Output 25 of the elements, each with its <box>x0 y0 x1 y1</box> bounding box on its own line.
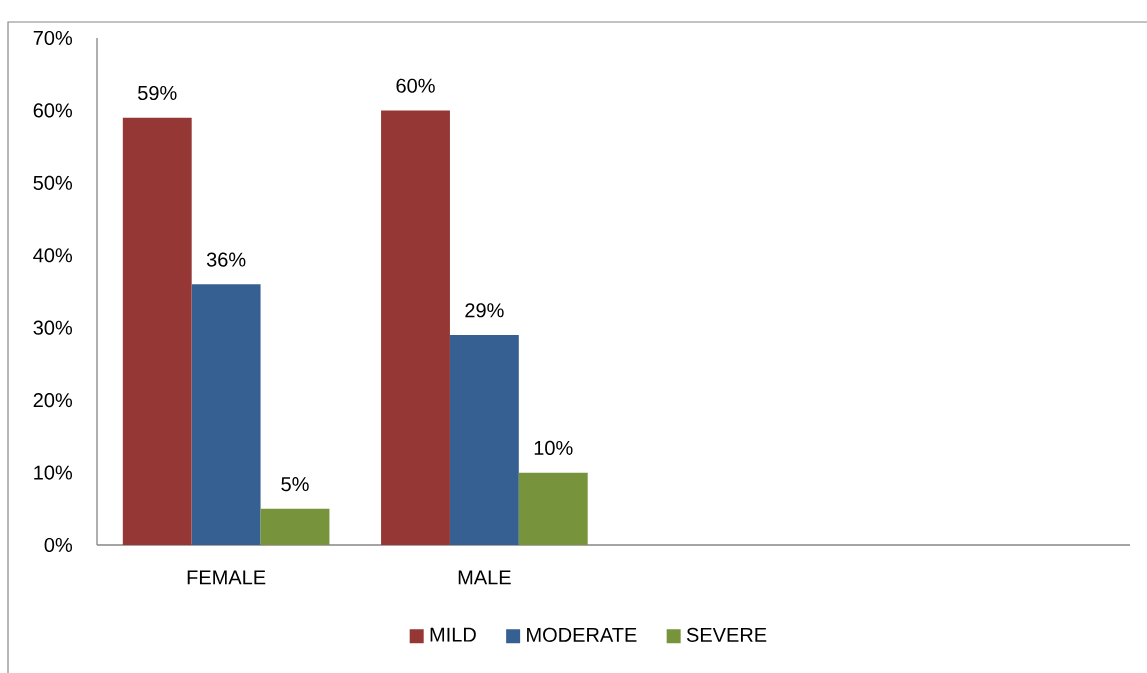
y-tick-label: 70% <box>33 30 73 46</box>
y-tick-label: 50% <box>33 175 73 190</box>
y-tick-label: 60% <box>33 103 73 118</box>
y-tick-label: 0% <box>44 537 73 553</box>
legend-label: MODERATE <box>527 627 637 642</box>
data-label: 10% <box>534 440 573 455</box>
bar <box>122 117 192 545</box>
y-tick-label: 30% <box>33 320 73 335</box>
data-label: 5% <box>281 477 309 492</box>
bar <box>518 472 588 545</box>
bar <box>260 508 330 545</box>
bar <box>381 110 450 545</box>
data-label: 59% <box>138 85 177 101</box>
legend-label: MILD <box>430 627 476 642</box>
y-tick-label: 40% <box>33 248 73 263</box>
data-label: 36% <box>206 252 246 267</box>
data-label: 60% <box>396 78 435 93</box>
x-tick-label: FEMALE <box>187 570 266 585</box>
y-tick-label: 20% <box>33 393 73 408</box>
legend-label: SEVERE <box>686 627 767 642</box>
bar <box>449 334 519 545</box>
bar <box>191 284 261 545</box>
data-label: 29% <box>465 303 504 318</box>
y-tick-label: 10% <box>34 465 73 480</box>
x-tick-label: MALE <box>458 570 511 585</box>
